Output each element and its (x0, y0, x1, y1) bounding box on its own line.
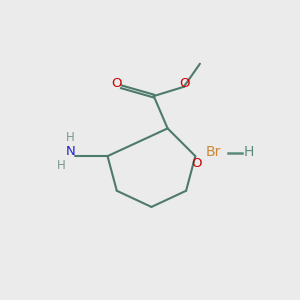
Text: H: H (57, 159, 66, 172)
Text: O: O (180, 77, 190, 90)
Text: H: H (66, 131, 75, 144)
Text: Br: Br (206, 145, 221, 158)
Text: N: N (66, 145, 76, 158)
Text: H: H (243, 145, 254, 158)
Text: O: O (191, 157, 202, 169)
Text: O: O (112, 77, 122, 90)
